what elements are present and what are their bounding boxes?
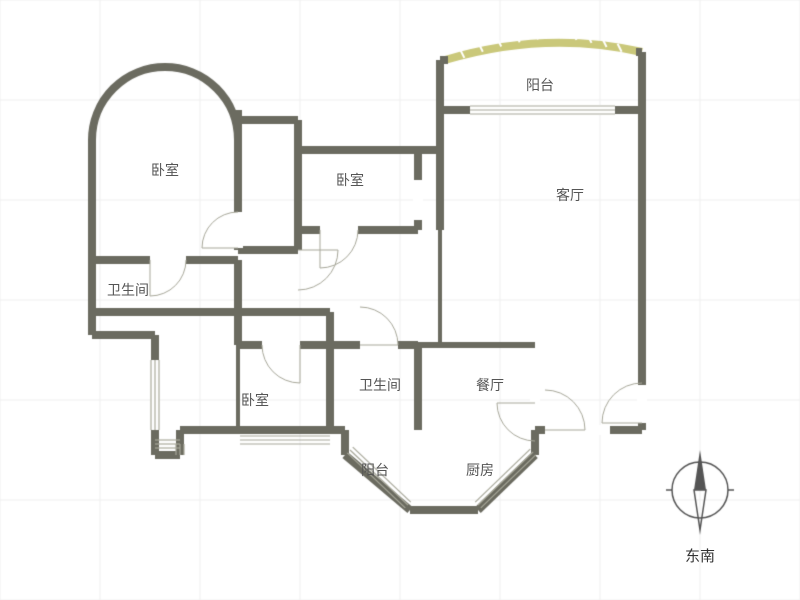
- floor-plan-canvas: [0, 0, 800, 600]
- compass-direction-label: 东南: [685, 545, 715, 566]
